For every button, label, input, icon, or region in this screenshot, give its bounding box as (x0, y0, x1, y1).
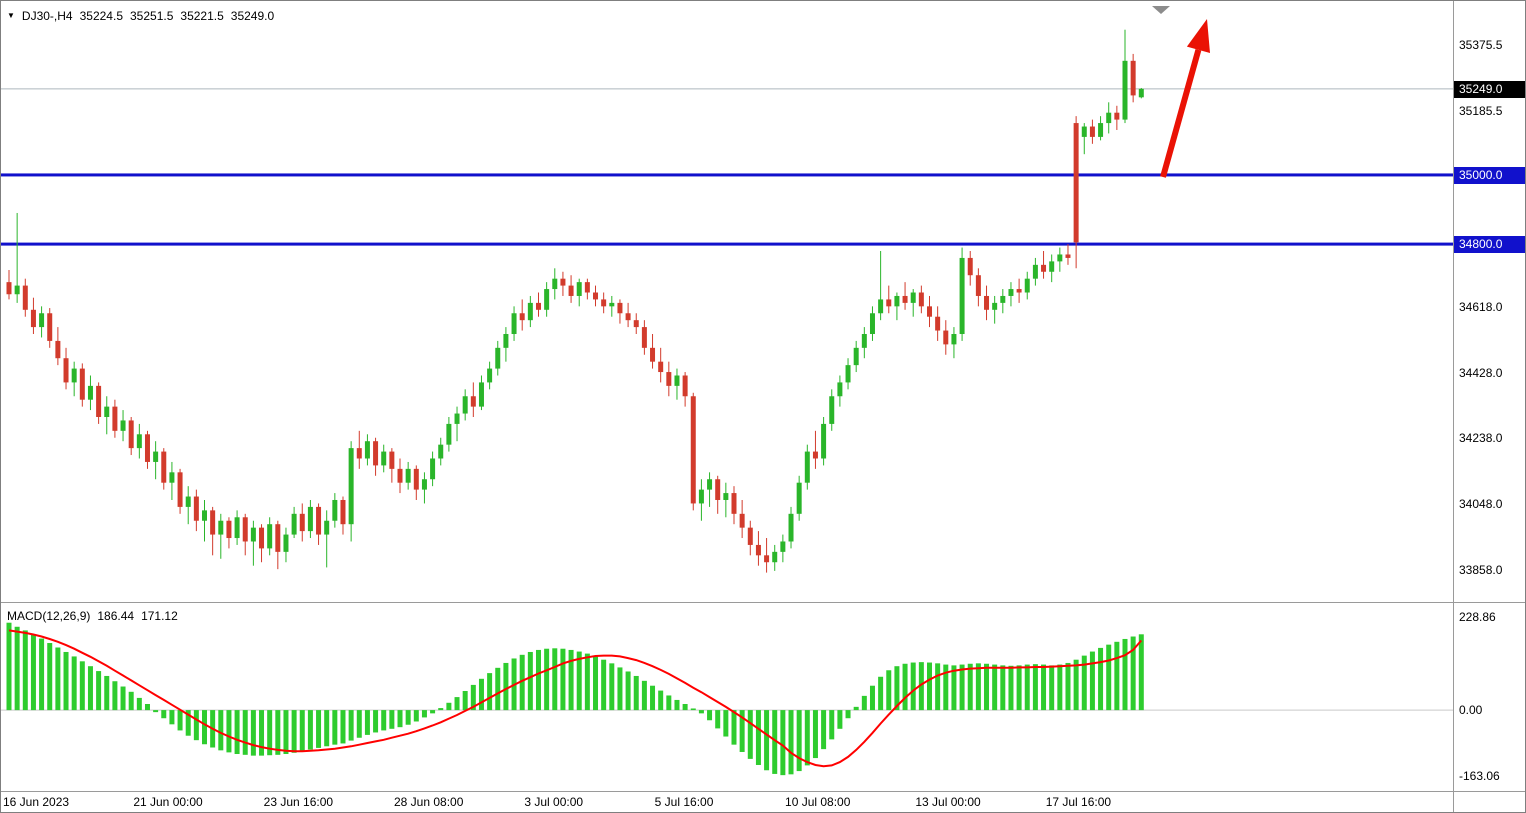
quote-overlay: ▼ DJ30-,H4 35224.5 35251.5 35221.5 35249… (7, 9, 274, 23)
time-axis-label: 28 Jun 08:00 (394, 795, 464, 809)
macd-signal-value: 171.12 (141, 609, 178, 623)
price-scale[interactable]: 35375.5 35185.5 34618.0 34428.0 34238.0 34048… (1454, 1, 1525, 812)
price-tick-label: 34618.0 (1459, 300, 1503, 315)
price-tick-label: 35185.5 (1459, 103, 1503, 118)
time-axis-label: 16 Jun 2023 (3, 795, 70, 809)
macd-histogram[interactable] (6, 622, 1144, 776)
macd-name: MACD(12,26,9) (7, 609, 91, 623)
hline-price-badge: 35000.0 (1454, 166, 1525, 184)
macd-signal-line[interactable] (8, 629, 1143, 768)
macd-indicator-label: MACD(12,26,9) 186.44 171.12 (7, 609, 178, 623)
time-axis-label: 10 Jul 08:00 (785, 795, 851, 809)
time-axis-separator (1, 791, 1525, 792)
price-tick-label: 35375.5 (1459, 38, 1503, 53)
symbol-dropdown-icon[interactable]: ▼ (7, 11, 15, 20)
price-scale-separator (1453, 1, 1454, 812)
time-axis-label: 13 Jul 00:00 (915, 795, 981, 809)
hline-price-badge: 34800.0 (1454, 236, 1525, 254)
price-tick-label: 34428.0 (1459, 365, 1503, 380)
quote-high: 35251.5 (130, 9, 174, 23)
time-axis[interactable]: 16 Jun 2023 21 Jun 00:00 23 Jun 16:00 28 Ju… (1, 793, 1453, 812)
macd-main-value: 186.44 (97, 609, 135, 623)
time-axis-label: 17 Jul 16:00 (1045, 795, 1112, 809)
main-chart[interactable] (1, 1, 1453, 812)
time-axis-label: 21 Jun 00:00 (133, 795, 203, 809)
quote-open: 35224.5 (79, 9, 123, 23)
macd-tick-label: 0.00 (1459, 703, 1483, 718)
symbol-period-label: DJ30-,H4 (21, 9, 73, 23)
candles-layer[interactable] (6, 29, 1144, 573)
quote-low: 35221.5 (180, 9, 224, 23)
support-resistance-lines[interactable] (1, 173, 1453, 246)
price-tick-label: 34238.0 (1459, 431, 1503, 446)
trend-arrow[interactable] (1160, 19, 1210, 178)
price-tick-label: 34048.0 (1459, 497, 1503, 512)
macd-tick-label: 228.86 (1459, 610, 1496, 625)
time-axis-label: 3 Jul 00:00 (524, 795, 584, 809)
time-axis-label: 23 Jun 16:00 (263, 795, 334, 809)
macd-panel-separator (1, 602, 1525, 603)
quote-close: 35249.0 (230, 9, 275, 23)
time-axis-label: 5 Jul 16:00 (654, 795, 714, 809)
price-tick-label: 33858.0 (1459, 562, 1503, 577)
macd-tick-label: -163.06 (1459, 769, 1500, 784)
object-anchor-triangle-icon[interactable] (1152, 6, 1170, 14)
current-price-badge: 35249.0 (1454, 80, 1525, 98)
